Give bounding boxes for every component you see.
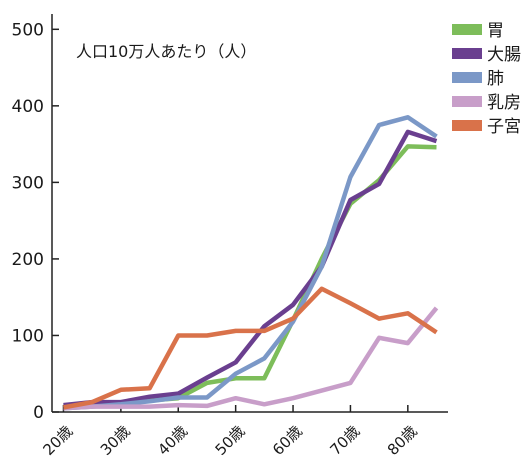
y-tick-label: 0 bbox=[33, 403, 44, 423]
x-axis-ticks: 20歳 30歳 40歳 50歳 60歳 70歳 80歳 bbox=[39, 405, 421, 459]
legend-swatch bbox=[452, 96, 482, 107]
x-tick-label: 50歳 bbox=[212, 422, 249, 459]
x-tick-label: 40歳 bbox=[154, 422, 191, 459]
unit-label: 人口10万人あたり（人） bbox=[76, 42, 256, 61]
series-line-5 bbox=[63, 286, 438, 410]
x-tick-label: 80歳 bbox=[384, 422, 421, 459]
legend-label: 胃 bbox=[487, 21, 504, 41]
series-line-2 bbox=[63, 129, 438, 408]
legend-label: 乳房 bbox=[487, 93, 521, 113]
x-tick-label: 70歳 bbox=[326, 422, 363, 459]
y-tick-label: 400 bbox=[12, 97, 44, 117]
y-tick-label: 200 bbox=[12, 250, 44, 270]
legend-swatch bbox=[452, 120, 482, 131]
y-tick-label: 100 bbox=[12, 326, 44, 346]
legend-label: 肺 bbox=[487, 69, 504, 89]
y-tick-label: 500 bbox=[12, 20, 44, 40]
axes bbox=[51, 14, 448, 413]
series-lines bbox=[63, 115, 439, 411]
legend-label: 大腸 bbox=[487, 45, 521, 65]
legend-swatch bbox=[452, 72, 482, 83]
legend-swatch bbox=[452, 48, 482, 59]
series-line-4 bbox=[63, 306, 439, 411]
x-tick-label: 20歳 bbox=[39, 422, 76, 459]
legend-swatch bbox=[452, 24, 482, 35]
y-tick-label: 300 bbox=[12, 173, 44, 193]
x-tick-label: 30歳 bbox=[97, 422, 134, 459]
legend-label: 子宮 bbox=[487, 117, 521, 137]
y-axis-ticks: 0 100 200 300 400 500 bbox=[12, 20, 59, 423]
series-line-3 bbox=[63, 115, 438, 411]
x-tick-label: 60歳 bbox=[269, 422, 306, 459]
